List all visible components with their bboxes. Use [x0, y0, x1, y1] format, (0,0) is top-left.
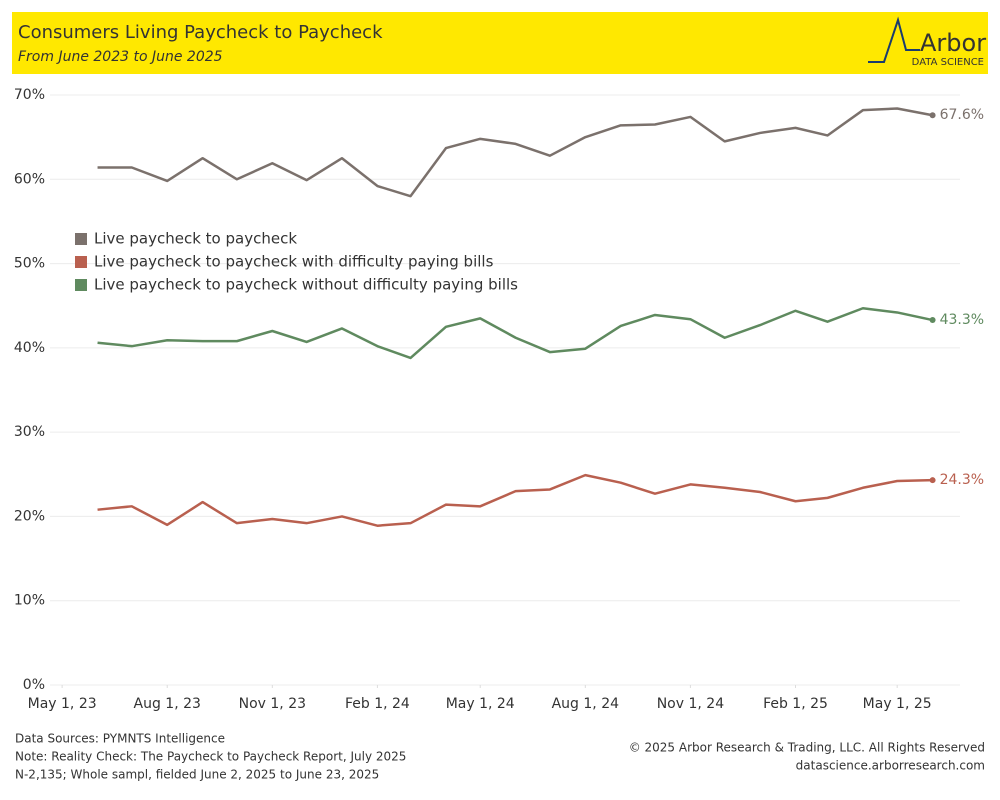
- value-label: 67.6%: [940, 107, 984, 123]
- legend-label: Live paycheck to paycheck: [94, 230, 297, 248]
- chart-title: Consumers Living Paycheck to Paycheck: [18, 22, 383, 43]
- logo-mark: [868, 16, 920, 63]
- note: Note: Reality Check: The Paycheck to Pay…: [15, 750, 406, 764]
- x-tick-label: May 1, 24: [446, 696, 515, 712]
- legend-label: Live paycheck to paycheck with difficult…: [94, 253, 494, 271]
- x-tick-label: May 1, 23: [28, 696, 97, 712]
- header-band: [12, 12, 988, 74]
- logo-tagline: DATA SCIENCE: [912, 57, 984, 68]
- end-point: [929, 317, 936, 324]
- x-tick-label: Aug 1, 24: [552, 696, 620, 712]
- value-label: 24.3%: [940, 472, 984, 488]
- series-line: [97, 107, 933, 198]
- x-tick-label: Nov 1, 24: [657, 696, 724, 712]
- x-tick-label: Feb 1, 24: [345, 696, 410, 712]
- y-tick-label: 40%: [14, 340, 45, 356]
- x-tick-label: Aug 1, 23: [134, 696, 201, 712]
- y-tick-label: 0%: [23, 677, 45, 693]
- legend-swatch: [75, 233, 87, 245]
- y-tick-label: 10%: [14, 593, 45, 609]
- legend-swatch: [75, 256, 87, 268]
- legend-swatch: [75, 279, 87, 291]
- x-tick-label: Nov 1, 23: [239, 696, 306, 712]
- y-tick-label: 50%: [14, 256, 45, 272]
- value-label: 43.3%: [940, 312, 984, 328]
- logo-name: Arbor: [920, 29, 986, 57]
- x-tick-label: May 1, 25: [863, 696, 932, 712]
- chart-subtitle: From June 2023 to June 2025: [18, 49, 223, 65]
- series-line: [97, 306, 933, 360]
- series-line: [97, 473, 933, 527]
- y-tick-label: 20%: [14, 508, 45, 524]
- credit: datascience.arborresearch.com: [796, 759, 985, 773]
- y-tick-label: 60%: [14, 171, 45, 187]
- note: Data Sources: PYMNTS Intelligence: [15, 732, 225, 746]
- legend-label: Live paycheck to paycheck without diffic…: [94, 276, 518, 294]
- plot-area: 0% 10% 20% 30% 40% 50% 60% 70% May 1, 23 Aug 1, 2…: [14, 87, 984, 712]
- credit: © 2025 Arbor Research & Trading, LLC. Al…: [629, 741, 985, 755]
- y-tick-label: 30%: [14, 424, 45, 440]
- y-tick-label: 70%: [14, 87, 45, 103]
- end-point: [929, 477, 936, 484]
- x-tick-label: Feb 1, 25: [763, 696, 828, 712]
- end-point: [929, 112, 936, 119]
- note: N-2,135; Whole sampl, fielded June 2, 20…: [15, 768, 379, 782]
